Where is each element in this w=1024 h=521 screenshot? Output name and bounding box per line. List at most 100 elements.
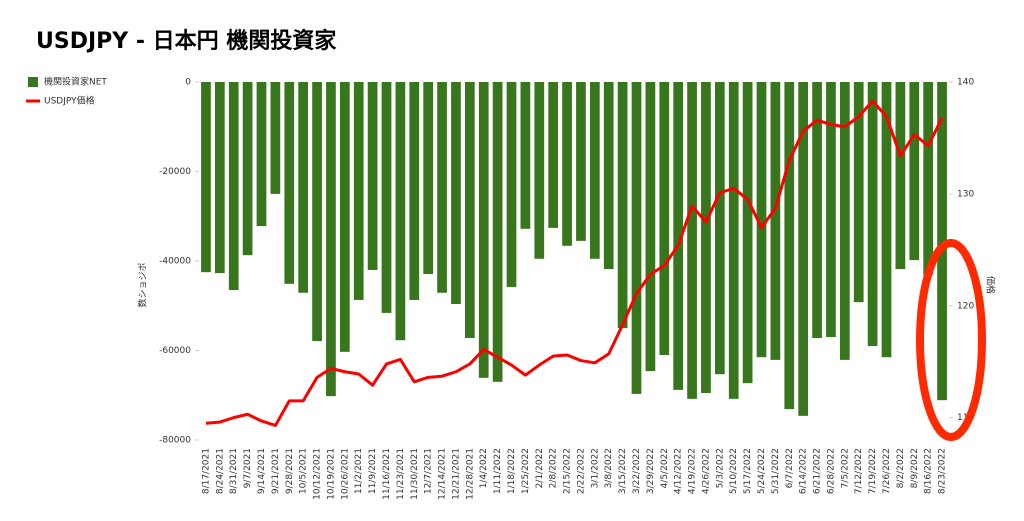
- x-tick-label: 4/5/2022: [660, 448, 670, 488]
- bar: [895, 82, 906, 270]
- bar: [353, 82, 364, 300]
- y2-tick-label: 130: [957, 189, 974, 199]
- x-tick-label: 9/14/2021: [257, 448, 267, 494]
- x-tick-label: 4/12/2022: [674, 448, 684, 494]
- y2-tick-label: 120: [957, 301, 974, 311]
- bar: [659, 82, 670, 355]
- bar: [464, 82, 475, 338]
- bar: [214, 82, 225, 274]
- x-tick-label: 1/25/2022: [521, 448, 531, 494]
- bar: [576, 82, 586, 241]
- x-tick-label: 3/29/2022: [646, 448, 656, 494]
- bar: [673, 82, 684, 390]
- x-tick-label: 11/23/2021: [396, 448, 406, 500]
- bar: [367, 82, 378, 270]
- bar: [798, 82, 809, 416]
- x-tick-label: 2/15/2022: [563, 448, 573, 494]
- bar: [770, 82, 781, 360]
- x-tick-label: 6/28/2022: [826, 448, 836, 494]
- bar: [451, 82, 461, 304]
- x-tick-label: 12/28/2021: [465, 448, 475, 500]
- bar: [617, 82, 628, 329]
- bar: [437, 82, 447, 293]
- x-tick-label: 9/21/2021: [271, 448, 281, 494]
- x-tick-label: 1/11/2022: [493, 448, 503, 494]
- bar: [909, 82, 920, 261]
- x-tick-label: 6/14/2022: [799, 448, 809, 494]
- x-tick-label: 8/31/2021: [229, 448, 239, 494]
- y2-tick-label: 140: [957, 78, 974, 88]
- bar: [520, 82, 531, 229]
- bar: [256, 82, 267, 227]
- bar: [589, 82, 600, 259]
- bar: [839, 82, 850, 360]
- bar: [381, 82, 392, 313]
- chart-title: USDJPY - 日本円 機関投資家: [36, 28, 337, 54]
- bar: [242, 82, 253, 256]
- x-tick-label: 6/21/2022: [813, 448, 823, 494]
- bar: [284, 82, 295, 284]
- x-tick-label: 1/18/2022: [507, 448, 517, 494]
- x-tick-label: 8/9/2022: [910, 448, 920, 488]
- x-tick-label: 12/7/2021: [424, 448, 434, 494]
- x-tick-label: 2/22/2022: [576, 448, 586, 494]
- legend-swatch: [28, 77, 38, 87]
- x-tick-label: 8/24/2021: [215, 448, 225, 494]
- bar: [687, 82, 697, 399]
- bar: [603, 82, 614, 270]
- x-tick-label: 11/9/2021: [368, 448, 378, 494]
- x-tick-label: 8/17/2021: [201, 448, 211, 494]
- y-tick-label: -60000: [159, 346, 191, 356]
- bar: [423, 82, 434, 274]
- x-tick-label: 7/19/2022: [868, 448, 878, 494]
- x-tick-label: 5/3/2022: [715, 448, 725, 488]
- x-tick-label: 3/22/2022: [632, 448, 642, 494]
- bar: [853, 82, 864, 303]
- x-tick-label: 5/31/2022: [771, 448, 781, 494]
- x-tick-label: 2/1/2022: [535, 448, 545, 488]
- y-tick-label: -20000: [159, 167, 191, 177]
- x-tick-label: 5/10/2022: [729, 448, 739, 494]
- bar: [534, 82, 545, 259]
- bar: [756, 82, 767, 358]
- legend-label: 機関投資家NET: [44, 76, 107, 88]
- bar: [228, 82, 239, 291]
- x-tick-label: 5/24/2022: [757, 448, 767, 494]
- bar: [867, 82, 878, 347]
- x-tick-label: 10/5/2021: [299, 448, 309, 494]
- x-tick-label: 10/26/2021: [340, 448, 350, 500]
- x-tick-label: 4/19/2022: [688, 448, 698, 494]
- x-tick-label: 9/28/2021: [285, 448, 295, 494]
- bar: [312, 82, 322, 342]
- x-tick-label: 11/30/2021: [410, 448, 420, 500]
- bar: [631, 82, 642, 394]
- bar: [645, 82, 656, 372]
- x-tick-label: 7/12/2022: [854, 448, 864, 494]
- x-tick-label: 2/8/2022: [549, 448, 559, 488]
- x-tick-label: 3/8/2022: [604, 448, 614, 488]
- bar: [714, 82, 725, 375]
- x-tick-label: 5/17/2022: [743, 448, 753, 494]
- x-tick-label: 12/14/2021: [438, 448, 448, 500]
- x-tick-label: 8/16/2022: [924, 448, 934, 494]
- x-tick-label: 3/1/2022: [590, 448, 600, 488]
- bar: [937, 82, 947, 401]
- bar: [201, 82, 211, 273]
- bar: [923, 82, 934, 275]
- x-tick-label: 1/4/2022: [479, 448, 489, 488]
- x-tick-label: 9/7/2021: [243, 448, 253, 488]
- highlight-circle: [916, 239, 986, 441]
- x-tick-label: 8/2/2022: [896, 448, 906, 488]
- line: [205, 99, 944, 427]
- x-tick-label: 8/23/2022: [938, 448, 948, 494]
- x-tick-label: 12/21/2021: [451, 448, 461, 500]
- bar: [562, 82, 572, 246]
- x-tick-label: 10/12/2021: [313, 448, 323, 500]
- x-tick-label: 11/16/2021: [382, 448, 392, 500]
- bar: [826, 82, 836, 338]
- bar: [881, 82, 892, 358]
- bar: [478, 82, 489, 378]
- x-tick-label: 10/19/2021: [326, 448, 336, 500]
- legend-label: USDJPY価格: [44, 95, 95, 107]
